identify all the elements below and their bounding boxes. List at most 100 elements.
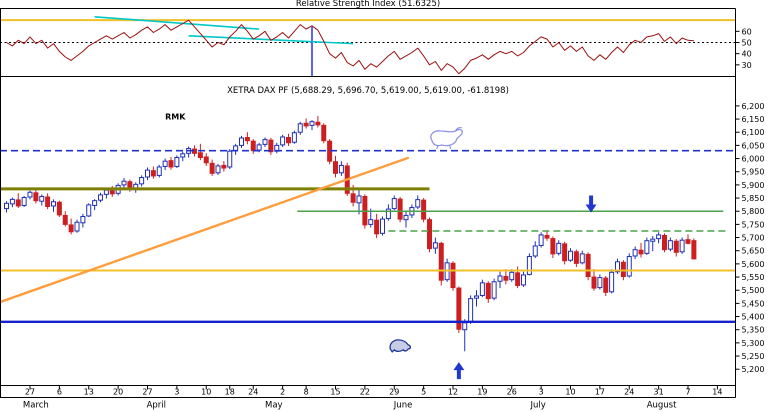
date-axis-label: 10 <box>201 388 211 397</box>
date-axis-label: 12 <box>448 388 458 397</box>
date-axis-label: 26 <box>507 388 517 397</box>
price-axis-label: 5,950 <box>742 168 765 177</box>
rsi-axis-label: 40 <box>742 50 752 59</box>
candle-up <box>609 271 615 293</box>
rmk-annotation-label[interactable]: RMK <box>165 113 186 122</box>
cyan-trendline[interactable] <box>94 16 260 30</box>
date-axis-label: 13 <box>84 388 94 397</box>
candle-down <box>68 224 74 233</box>
bull-sketch-icon[interactable] <box>430 126 463 150</box>
candle-down <box>15 199 21 207</box>
date-axis-label: 27 <box>142 388 152 397</box>
candle-up <box>356 195 362 204</box>
candle-up <box>391 198 397 210</box>
candle-up <box>80 215 86 224</box>
month-axis-label: March <box>23 401 49 411</box>
candle-down <box>438 242 444 281</box>
price-panel-title: XETRA DAX PF (5,688.29, 5,696.70, 5,619.… <box>227 86 509 96</box>
candle-up <box>632 249 638 257</box>
candle-up <box>227 150 233 168</box>
candle-up <box>9 198 15 205</box>
candle-down <box>450 262 456 289</box>
candle-up <box>239 137 244 146</box>
candle-down <box>350 193 356 203</box>
month-axis-label: May <box>265 401 283 411</box>
candle-up <box>474 295 479 299</box>
down-arrow-annotation[interactable] <box>585 195 597 213</box>
candle-down <box>591 276 597 289</box>
candle-down <box>550 238 556 255</box>
candle-up <box>338 164 344 174</box>
date-axis-label: 10 <box>565 388 575 397</box>
candle-up <box>644 240 650 254</box>
candle-up <box>256 144 262 151</box>
candle-down <box>673 240 679 253</box>
date-axis-label: 5 <box>421 388 426 397</box>
candle-down <box>315 121 321 126</box>
date-axis-label: 8 <box>304 388 309 397</box>
candle-down <box>485 282 491 300</box>
candle-up <box>532 245 538 257</box>
candle-down <box>374 219 380 235</box>
candle-down <box>62 214 68 225</box>
price-axis-label: 5,750 <box>742 220 765 229</box>
candle-up <box>380 218 385 234</box>
month-axis-label: August <box>647 401 677 411</box>
bull-detail <box>436 126 463 150</box>
candle-up <box>145 169 150 178</box>
candle-up <box>615 261 620 273</box>
date-axis-label: 3 <box>174 388 179 397</box>
candle-up <box>368 219 374 225</box>
bear-sketch-icon[interactable] <box>389 339 412 353</box>
candle-up <box>156 166 162 176</box>
candle-up <box>98 194 103 201</box>
candle-up <box>162 160 168 167</box>
date-axis-label: 18 <box>225 388 235 397</box>
candle-down <box>562 243 568 262</box>
price-axis-label: 5,900 <box>742 181 765 190</box>
candle-up <box>92 200 98 206</box>
candle-down <box>515 272 521 286</box>
candle-down <box>56 201 62 216</box>
price-axis-label: 6,000 <box>742 155 765 164</box>
candle-up <box>403 214 409 221</box>
candle-up <box>139 177 145 185</box>
candle-up <box>568 250 573 261</box>
bear-body <box>389 339 412 353</box>
price-axis-label: 5,650 <box>742 247 765 256</box>
orange-trendline[interactable] <box>0 156 409 304</box>
candle-down <box>268 139 274 153</box>
candle-up <box>174 157 180 167</box>
candle-up <box>497 275 503 282</box>
candle-down <box>603 277 609 293</box>
candle-down <box>427 219 432 250</box>
candle-down <box>109 190 115 195</box>
candle-up <box>491 281 497 299</box>
price-axis-label: 5,200 <box>742 365 765 374</box>
candle-down <box>197 152 203 159</box>
price-axis-label: 5,550 <box>742 273 765 282</box>
candle-up <box>86 204 92 217</box>
candle-down <box>503 276 509 281</box>
date-axis-label: 31 <box>654 388 664 397</box>
candle-down <box>33 192 39 202</box>
candle-up <box>679 239 685 253</box>
candle-up <box>526 256 532 275</box>
candle-up <box>579 253 585 264</box>
date-axis-label: 22 <box>360 388 370 397</box>
candle-up <box>479 282 485 296</box>
date-axis-label: 20 <box>113 388 123 397</box>
candle-up <box>556 242 562 254</box>
price-axis-label: 5,350 <box>742 326 765 335</box>
date-axis-label: 24 <box>248 388 258 397</box>
price-axis-label: 5,400 <box>742 313 765 322</box>
up-arrow-annotation[interactable] <box>453 362 465 380</box>
date-axis-label: 7 <box>685 388 690 397</box>
date-axis-label: 17 <box>595 388 605 397</box>
candle-up <box>468 298 474 323</box>
date-axis-label: 27 <box>25 388 35 397</box>
candlestick-series <box>4 115 697 352</box>
candle-down <box>303 122 309 127</box>
